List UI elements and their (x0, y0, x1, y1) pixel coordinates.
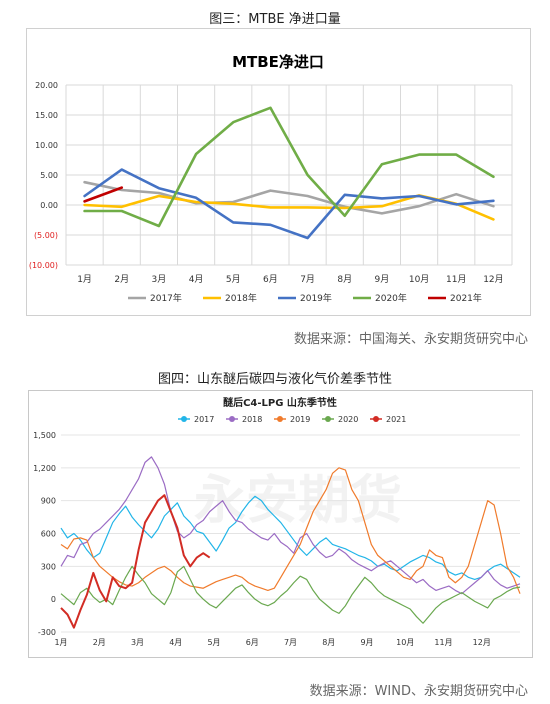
y-tick-label: 1,500 (33, 431, 56, 440)
legend-label: 2017年 (150, 292, 182, 304)
fig3-source: 数据来源：中国海关、永安期货研究中心 (293, 332, 528, 347)
x-tick-label: 11月 (446, 274, 466, 285)
y-tick-label: (10.00) (29, 261, 58, 270)
legend-label: 2021年 (450, 292, 482, 304)
series-line-2020年 (83, 106, 495, 228)
y-tick-label: 10.00 (35, 141, 58, 150)
series-line-2017年 (83, 180, 495, 215)
series-line-2018 (60, 456, 521, 595)
x-tick-label: 12月 (483, 274, 503, 285)
y-tick-label: 1,200 (33, 464, 56, 473)
y-tick-label: 20.00 (35, 81, 58, 90)
legend-label: 2019 (290, 415, 310, 424)
x-tick-label: 5月 (207, 638, 220, 647)
legend-label: 2019年 (300, 292, 332, 304)
x-tick-label: 11月 (434, 638, 452, 647)
x-tick-label: 7月 (284, 638, 297, 647)
y-tick-label: 15.00 (35, 111, 58, 120)
y-tick-label: 300 (41, 562, 56, 571)
x-tick-label: 1月 (77, 274, 92, 285)
x-tick-label: 10月 (396, 638, 414, 647)
fig4-chart: 醚后C4-LPG 山东季节性 永安期货 2017 2018 2019 2020 2021… (28, 390, 533, 658)
fig3-chart: MTBE净进口 20.00 15.00 10.00 5.00 0.00 (5.00) (10… (26, 28, 531, 316)
series-line-2021年 (83, 186, 124, 203)
legend-label: 2021 (386, 415, 406, 424)
x-tick-label: 4月 (189, 274, 204, 285)
x-tick-label: 10月 (409, 274, 429, 285)
x-tick-label: 8月 (322, 638, 335, 647)
fig3-chart-title: MTBE净进口 (232, 53, 324, 71)
x-tick-label: 8月 (337, 274, 352, 285)
x-tick-label: 12月 (473, 638, 491, 647)
series-line-2020 (60, 565, 521, 624)
legend-label: 2020年 (375, 292, 407, 304)
legend-label: 2017 (194, 415, 214, 424)
fig4-chart-title: 醚后C4-LPG 山东季节性 (223, 396, 337, 409)
x-tick-label: 1月 (54, 638, 67, 647)
y-tick-label: (5.00) (34, 231, 58, 240)
legend-label: 2020 (338, 415, 358, 424)
legend-marker (325, 416, 331, 422)
y-tick-label: 900 (41, 497, 56, 506)
series-line-2019年 (83, 168, 495, 240)
x-tick-label: 6月 (263, 274, 278, 285)
y-tick-label: 600 (41, 530, 56, 539)
x-tick-label: 4月 (169, 638, 182, 647)
legend-marker (373, 416, 379, 422)
series-line-2019 (60, 467, 521, 594)
legend-marker (277, 416, 283, 422)
fig3-caption: 图三：MTBE 净进口量 (209, 12, 341, 27)
y-tick-label: -300 (38, 628, 56, 637)
x-tick-label: 5月 (226, 274, 241, 285)
legend-label: 2018 (242, 415, 262, 424)
x-tick-label: 2月 (114, 274, 129, 285)
legend-marker (229, 416, 235, 422)
x-tick-label: 7月 (300, 274, 315, 285)
x-tick-label: 3月 (152, 274, 167, 285)
y-tick-label: 5.00 (40, 171, 58, 180)
series-line-2017 (60, 495, 521, 581)
x-tick-label: 2月 (93, 638, 106, 647)
x-tick-label: 6月 (246, 638, 259, 647)
legend-label: 2018年 (225, 292, 257, 304)
y-tick-label: 0 (51, 595, 56, 604)
x-tick-label: 9月 (375, 274, 390, 285)
fig4-source: 数据来源：WIND、永安期货研究中心 (309, 684, 528, 699)
legend-marker (181, 416, 187, 422)
fig4-caption: 图四：山东醚后碳四与液化气价差季节性 (157, 372, 392, 387)
y-tick-label: 0.00 (40, 201, 58, 210)
series-line-2021 (60, 494, 211, 629)
x-tick-label: 3月 (131, 638, 144, 647)
x-tick-label: 9月 (360, 638, 373, 647)
